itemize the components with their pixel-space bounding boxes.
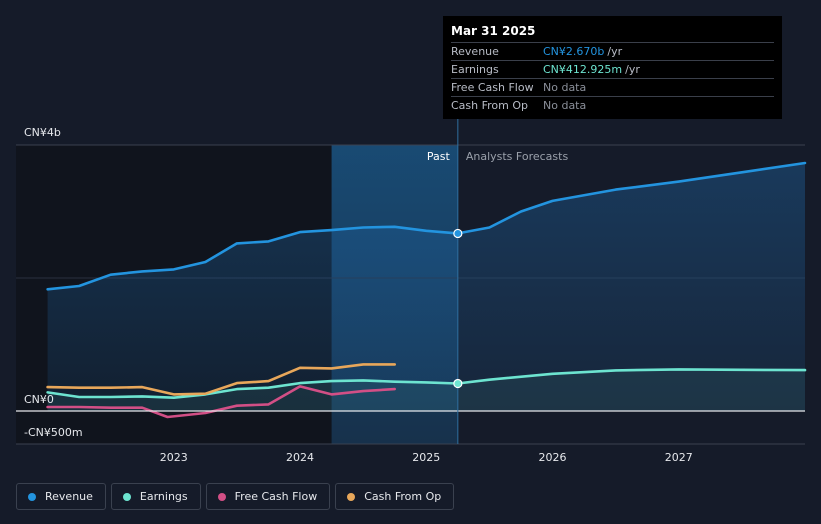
legend-item-earnings[interactable]: Earnings [110, 483, 201, 510]
x-tick-label: 2025 [412, 451, 440, 464]
earnings-line [46, 379, 460, 399]
past-label: Past [427, 150, 451, 163]
y-tick-label: CN¥0 [24, 393, 54, 406]
tooltip-row: Cash From Op No data [451, 96, 774, 114]
legend-label: Free Cash Flow [234, 490, 318, 503]
legend-dot-icon [347, 492, 356, 501]
earnings-area [47, 369, 806, 411]
x-tick-label: 2027 [665, 451, 693, 464]
legend-dot-icon [217, 492, 226, 501]
tooltip-row: Free Cash Flow No data [451, 78, 774, 96]
y-tick-label: -CN¥500m [24, 426, 83, 439]
tooltip-row: Revenue CN¥2.670b/yr [451, 42, 774, 60]
x-tick-label: 2026 [539, 451, 567, 464]
data-tooltip: Mar 31 2025 Revenue CN¥2.670b/yr Earnings C… [443, 16, 782, 119]
tooltip-label: Free Cash Flow [451, 81, 534, 94]
legend-item-cash-from-op[interactable]: Cash From Op [335, 483, 455, 510]
legend-dot-icon [28, 492, 36, 501]
earnings-marker [453, 378, 463, 389]
revenue-line [46, 225, 460, 291]
tooltip-value: No data [543, 99, 587, 112]
legend-label: Earnings [139, 490, 188, 503]
tooltip-label: Cash From Op [451, 99, 529, 112]
tooltip-label: Revenue [451, 45, 499, 58]
y-tick-label: CN¥4b [24, 126, 61, 139]
tooltip-row: Earnings CN¥412.925m/yr [451, 60, 774, 78]
free_cash_flow-line [46, 385, 396, 419]
tooltip-label: Earnings [451, 63, 499, 76]
forecast-label: Analysts Forecasts [466, 150, 569, 163]
revenue-marker [453, 228, 463, 239]
tooltip-value: CN¥2.670b [543, 45, 605, 58]
legend-item-free-cash-flow[interactable]: Free Cash Flow [205, 483, 331, 510]
legend-dot-icon [122, 492, 131, 501]
chart-legend: Revenue Earnings Free Cash Flow Cash From O… [16, 483, 459, 510]
earnings-forecast-line [456, 368, 807, 385]
tooltip-date: Mar 31 2025 [451, 24, 536, 38]
revenue-forecast-line [456, 161, 807, 235]
tooltip-unit: /yr [607, 45, 623, 58]
legend-label: Cash From Op [364, 490, 442, 503]
legend-item-revenue[interactable]: Revenue [16, 483, 106, 510]
revenue-area [47, 163, 806, 411]
cash_from_op-line [46, 363, 396, 396]
tooltip-unit: /yr [625, 63, 640, 76]
tooltip-value: CN¥412.925m [543, 63, 623, 76]
tooltip-value: No data [543, 81, 587, 94]
legend-label: Revenue [45, 490, 93, 503]
x-tick-label: 2024 [286, 451, 314, 464]
x-tick-label: 2023 [160, 451, 188, 464]
